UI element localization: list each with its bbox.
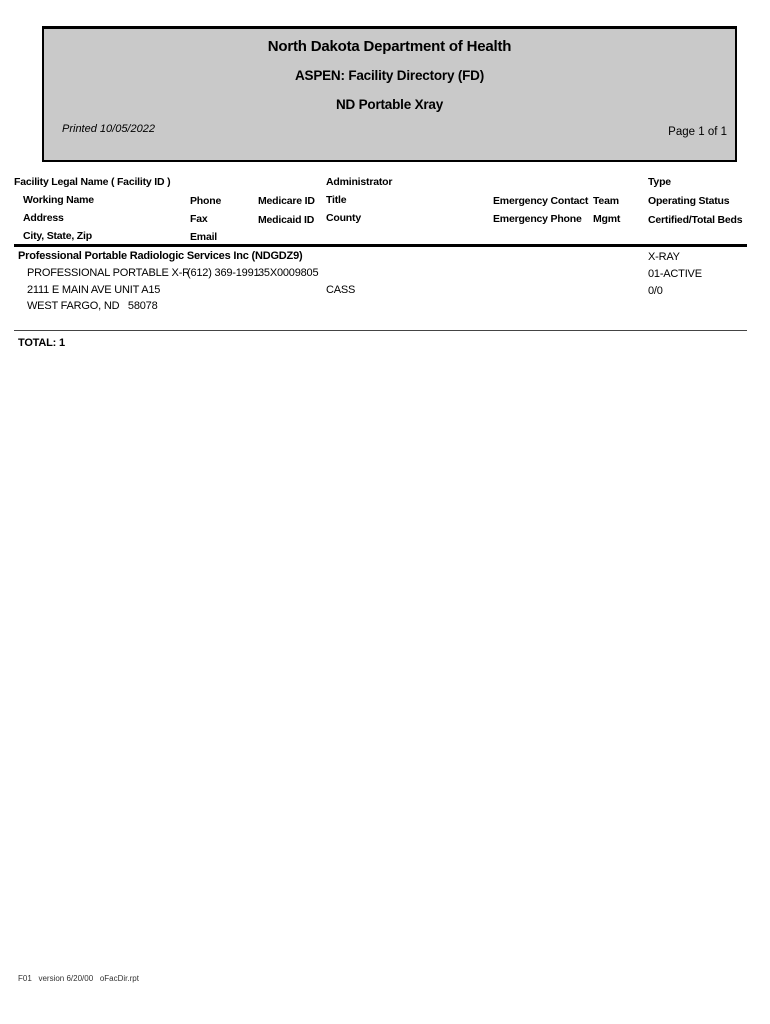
- col-medicaid-id: Medicaid ID: [258, 214, 315, 226]
- facility-county: CASS: [326, 284, 356, 296]
- col-type: Type: [648, 176, 671, 188]
- report-name: ND Portable Xray: [335, 97, 444, 112]
- col-emergency-phone: Emergency Phone: [493, 213, 582, 225]
- printed-date-label: Printed 10/05/2022: [62, 123, 155, 135]
- col-facility-legal-name: Facility Legal Name ( Facility ID ): [14, 176, 171, 188]
- col-fax: Fax: [190, 213, 208, 225]
- facility-phone: (612) 369-1991: [187, 267, 260, 279]
- col-medicare-id: Medicare ID: [258, 195, 315, 207]
- facility-operating-status: 01-ACTIVE: [648, 268, 702, 280]
- row-divider-rule: [14, 330, 747, 331]
- total-label: TOTAL: 1: [18, 337, 65, 349]
- col-administrator: Administrator: [326, 176, 393, 188]
- report-title: North Dakota Department of Health: [267, 38, 512, 55]
- col-emergency-contact: Emergency Contact: [493, 195, 589, 207]
- col-city-state-zip: City, State, Zip: [23, 230, 92, 242]
- facility-working-name: PROFESSIONAL PORTABLE X-RAY: [27, 267, 188, 279]
- col-title: Title: [326, 194, 347, 206]
- report-footer: F01 version 6/20/00 oFacDir.rpt: [18, 974, 139, 983]
- col-address: Address: [23, 212, 64, 224]
- facility-address: 2111 E MAIN AVE UNIT A15: [27, 284, 161, 296]
- facility-legal-name: Professional Portable Radiologic Service…: [18, 250, 303, 262]
- col-mgmt: Mgmt: [593, 213, 621, 225]
- col-county: County: [326, 212, 361, 224]
- col-working-name: Working Name: [23, 194, 94, 206]
- report-subtitle: ASPEN: Facility Directory (FD): [294, 68, 485, 83]
- header-divider-rule: [14, 244, 747, 247]
- col-operating-status: Operating Status: [648, 195, 730, 207]
- page-number-label: Page 1 of 1: [668, 126, 727, 138]
- col-team: Team: [593, 195, 619, 207]
- facility-certified-beds: 0/0: [648, 285, 663, 297]
- report-header-box: North Dakota Department of Health ASPEN:…: [42, 26, 737, 162]
- facility-city-state-zip: WEST FARGO, ND 58078: [27, 300, 158, 312]
- col-email: Email: [190, 231, 218, 243]
- col-certified-total-beds: Certified/Total Beds: [648, 214, 743, 226]
- facility-medicare-id: 35X0009805: [258, 267, 319, 279]
- facility-type: X-RAY: [648, 251, 680, 263]
- col-phone: Phone: [190, 195, 222, 207]
